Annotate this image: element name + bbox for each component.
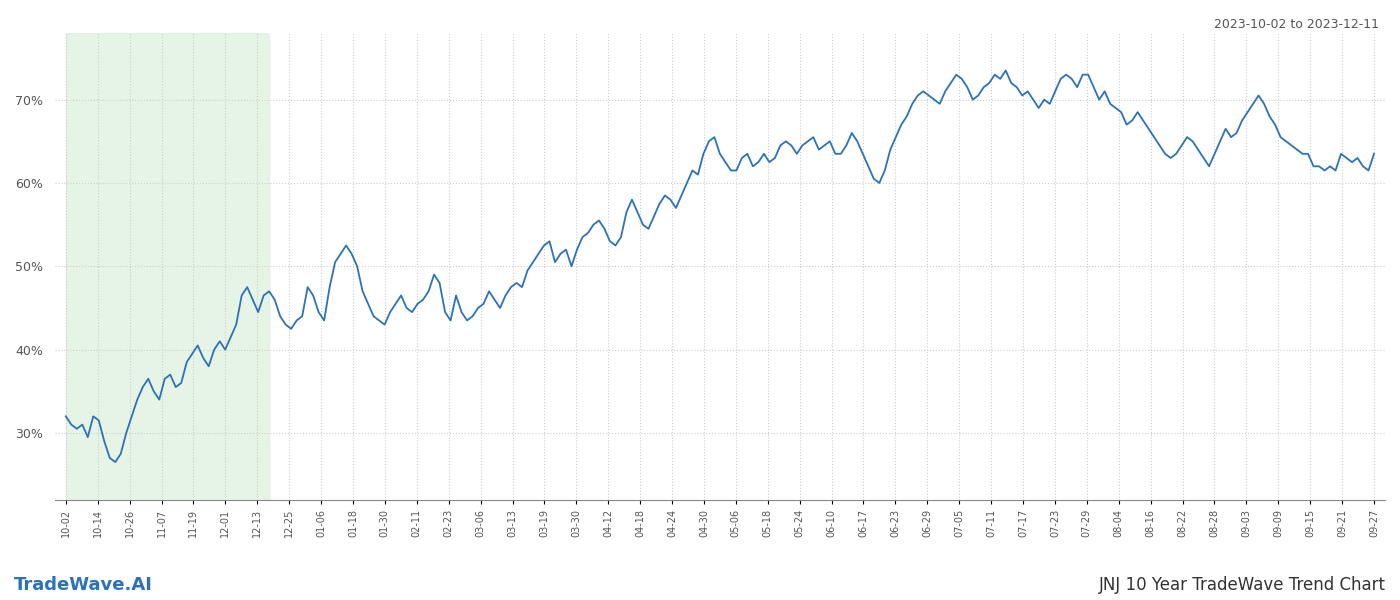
Text: JNJ 10 Year TradeWave Trend Chart: JNJ 10 Year TradeWave Trend Chart [1099,576,1386,594]
Text: TradeWave.AI: TradeWave.AI [14,576,153,594]
Text: 2023-10-02 to 2023-12-11: 2023-10-02 to 2023-12-11 [1214,18,1379,31]
Bar [66,33,269,500]
